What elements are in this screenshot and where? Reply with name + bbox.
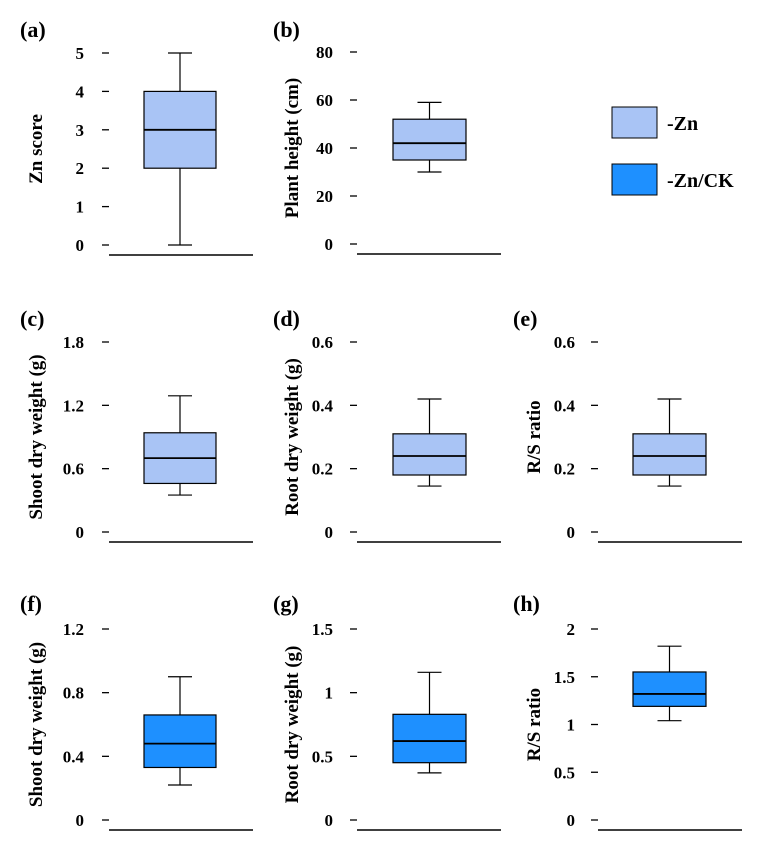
y-tick-label-b-2: 40 [316,139,333,158]
y-tick-label-b-3: 60 [316,91,333,110]
y-axis-title-a: Zn score [26,114,47,184]
panel-label-g: (g) [273,591,299,616]
y-tick-label-f-3: 1.2 [63,620,84,639]
panel-label-f: (f) [20,591,42,616]
y-tick-label-f-1: 0.4 [63,747,85,766]
y-tick-label-c-0: 0 [76,523,85,542]
panel-label-h: (h) [513,591,540,616]
y-tick-label-e-0: 0 [567,523,576,542]
y-tick-label-h-4: 2 [567,620,576,639]
y-axis-title-e: R/S ratio [524,400,545,473]
y-tick-label-a-3: 3 [76,121,85,140]
legend-entry-zn: -Zn [611,106,698,139]
panel-label-d: (d) [273,306,300,331]
y-tick-label-f-2: 0.8 [63,684,84,703]
y-tick-label-e-3: 0.6 [554,333,575,352]
panel-g: (g) Root dry weight (g) 0 0.5 1 1.5 [273,591,501,831]
legend-entry-zn-ck: -Zn/CK [611,163,734,196]
y-tick-label-d-3: 0.6 [312,333,333,352]
y-tick-label-f-0: 0 [76,811,85,830]
y-tick-label-b-4: 80 [316,43,333,62]
panel-h: (h) R/S ratio 0 0.5 1 1.5 2 [513,591,742,831]
y-tick-label-b-1: 20 [316,187,333,206]
legend-swatch-zn-ck [611,163,658,196]
y-tick-label-a-4: 4 [76,82,85,101]
y-tick-label-d-0: 0 [325,523,334,542]
y-axis-title-f: Shoot dry weight (g) [26,642,47,807]
panel-label-a: (a) [20,17,46,42]
legend: -Zn -Zn/CK [611,106,734,196]
y-axis-title-d: Root dry weight (g) [282,358,303,516]
panel-f: (f) Shoot dry weight (g) 0 0.4 0.8 1.2 [20,591,253,831]
panel-d: (d) Root dry weight (g) 0 0.2 0.4 0.6 [273,306,501,543]
y-tick-label-e-1: 0.2 [554,460,575,479]
y-tick-label-a-0: 0 [76,236,85,255]
y-axis-title-h: R/S ratio [524,688,545,761]
panel-label-c: (c) [20,306,44,331]
panel-c: (c) Shoot dry weight (g) 0 0.6 1.2 1.8 [20,306,253,543]
y-axis-title-g: Root dry weight (g) [282,646,303,804]
y-axis-title-b: Plant height (cm) [282,78,303,218]
box-h [632,671,707,707]
panel-b: (b) Plant height (cm) 0 20 40 60 80 [273,17,501,255]
y-tick-label-c-1: 0.6 [63,460,84,479]
y-tick-label-a-5: 5 [76,44,85,63]
legend-swatch-zn [611,106,658,139]
panel-a: (a) Zn score 0 1 2 3 4 5 [20,17,253,256]
panel-e: (e) R/S ratio 0 0.2 0.4 0.6 [513,306,742,543]
y-tick-label-a-1: 1 [76,198,85,217]
y-tick-label-g-1: 0.5 [312,747,333,766]
box-e [632,433,707,476]
y-tick-label-b-0: 0 [325,235,334,254]
legend-label-zn: -Zn [667,113,698,135]
y-tick-label-h-2: 1 [567,716,576,735]
y-tick-label-d-2: 0.4 [312,396,334,415]
y-tick-label-e-2: 0.4 [554,396,576,415]
y-tick-label-d-1: 0.2 [312,460,333,479]
y-tick-label-g-2: 1 [325,684,334,703]
panel-label-e: (e) [513,306,537,331]
y-tick-label-h-1: 0.5 [554,763,575,782]
y-tick-label-g-3: 1.5 [312,620,333,639]
y-axis-title-c: Shoot dry weight (g) [26,354,47,519]
box-g [392,713,467,764]
y-tick-label-h-3: 1.5 [554,668,575,687]
y-tick-label-c-3: 1.8 [63,333,84,352]
y-tick-label-g-0: 0 [325,811,334,830]
y-tick-label-h-0: 0 [567,811,576,830]
y-tick-label-c-2: 1.2 [63,396,84,415]
y-tick-label-a-2: 2 [76,159,85,178]
box-f [143,714,217,769]
panel-label-b: (b) [273,17,300,42]
box-b [392,118,467,161]
box-d [392,433,467,476]
legend-label-zn-ck: -Zn/CK [667,170,734,192]
